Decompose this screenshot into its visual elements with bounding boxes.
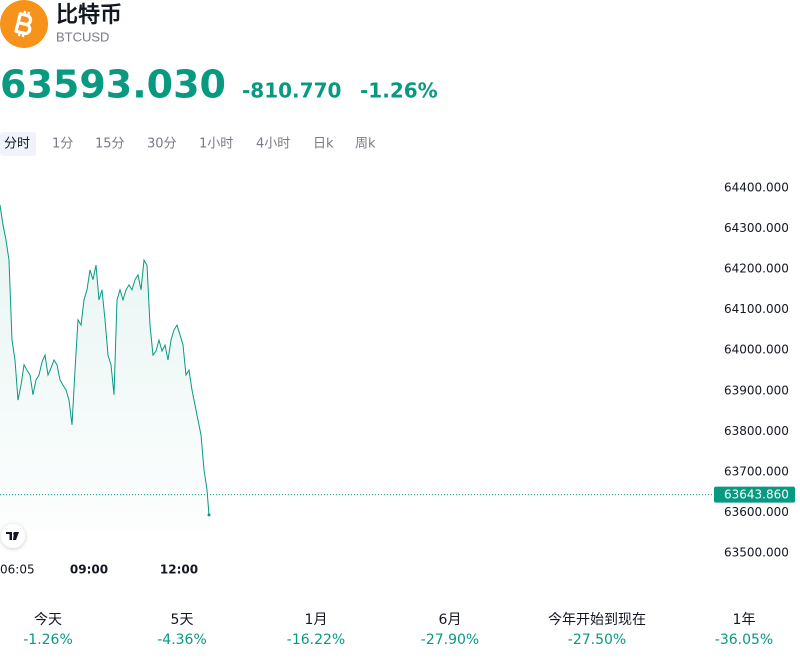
period-change: -4.36% — [157, 632, 207, 648]
asset-name: 比特币 — [56, 2, 122, 28]
y-tick-label: 63600.000 — [724, 505, 789, 519]
x-tick-label: 09:00 — [70, 563, 108, 577]
coin-logo — [0, 0, 48, 48]
price-change: -810.770 — [242, 79, 341, 103]
period-label[interactable]: 今天 — [34, 612, 62, 628]
y-tick-label: 63800.000 — [724, 424, 789, 438]
last-point — [207, 513, 211, 517]
price-change-percent: -1.26% — [360, 79, 438, 103]
x-tick-label: 12:00 — [160, 563, 198, 577]
y-tick-label: 64400.000 — [724, 181, 789, 195]
tradingview-logo — [1, 524, 25, 548]
tab-selected-bg — [0, 132, 36, 156]
period-label[interactable]: 6月 — [439, 612, 462, 628]
period-label[interactable]: 1年 — [733, 612, 756, 628]
period-label[interactable]: 5天 — [171, 612, 194, 628]
tabs: 分时 1分 15分 30分 1小时 4小时 日k 周k — [0, 132, 376, 156]
y-tick-label: 64200.000 — [724, 262, 789, 276]
y-tick-label: 63700.000 — [724, 464, 789, 478]
period-change: -16.22% — [287, 632, 345, 648]
period-change: -27.90% — [421, 632, 479, 648]
y-tick-label: 64300.000 — [724, 221, 789, 235]
last-price-label: 63643.860 — [724, 488, 789, 502]
period-change: -36.05% — [715, 632, 773, 648]
period-change: -1.26% — [23, 632, 73, 648]
tab[interactable]: 4小时 — [256, 137, 290, 152]
tab[interactable]: 日k — [313, 137, 334, 152]
last-price-tag — [714, 486, 795, 503]
y-tick-label: 63500.000 — [724, 546, 789, 560]
period-change: -27.50% — [568, 632, 626, 648]
price: 63593.030 — [0, 63, 226, 107]
area — [0, 205, 209, 530]
y-tick-label: 64100.000 — [724, 302, 789, 316]
x-tick-label: 06:05 — [0, 563, 35, 577]
tab[interactable]: 1分 — [52, 137, 73, 152]
chart: 63500.000 63600.000 63700.000 63800.000 6390… — [0, 181, 795, 577]
tab[interactable]: 分时 — [4, 137, 30, 152]
period-label[interactable]: 1月 — [305, 612, 328, 628]
performance: 今天 -1.26% 5天 -4.36% 1月 -16.22% 6月 -27.90% 今年开始到现… — [23, 612, 773, 648]
tab[interactable]: 1小时 — [199, 137, 233, 152]
tab[interactable]: 30分 — [147, 137, 177, 152]
price-line — [0, 204, 210, 515]
tab[interactable]: 周k — [355, 137, 376, 152]
y-tick-label: 64000.000 — [724, 343, 789, 357]
period-label[interactable]: 今年开始到现在 — [548, 612, 646, 628]
y-tick-label: 63900.000 — [724, 383, 789, 397]
tab[interactable]: 15分 — [95, 137, 125, 152]
asset-symbol: BTCUSD — [56, 29, 109, 44]
